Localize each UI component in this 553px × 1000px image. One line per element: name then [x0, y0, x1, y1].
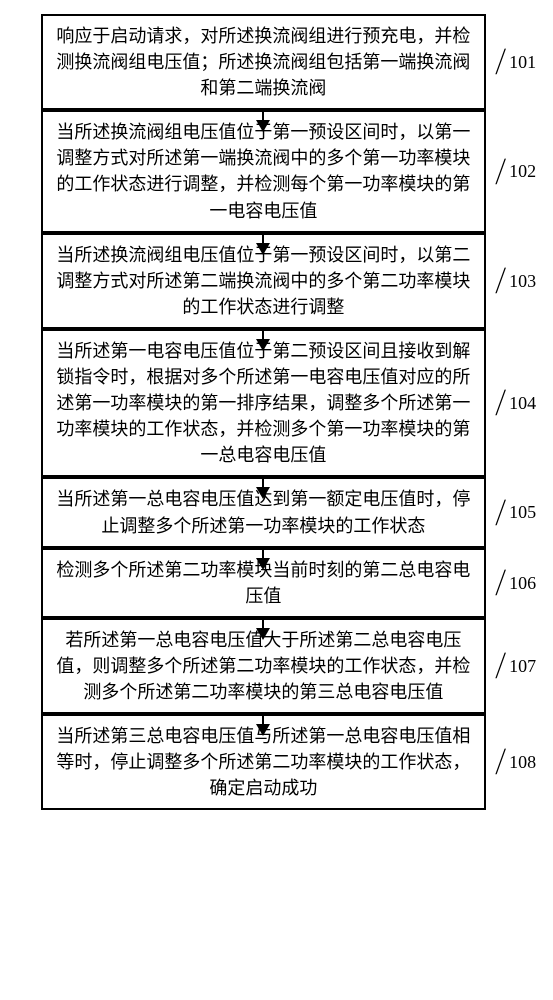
step-label-106: ╱106	[494, 567, 536, 599]
step-row: 若所述第一总电容电压值大于所述第二总电容电压值，则调整多个所述第二功率模块的工作…	[17, 618, 536, 714]
connector-slash: ╱	[496, 567, 505, 599]
step-row: 当所述换流阀组电压值位于第一预设区间时，以第二调整方式对所述第二端换流阀中的多个…	[17, 233, 536, 329]
connector-slash: ╱	[496, 387, 505, 419]
connector-slash: ╱	[496, 46, 505, 78]
step-box-104: 当所述第一电容电压值位于第二预设区间且接收到解锁指令时，根据对多个所述第一电容电…	[41, 329, 486, 477]
step-label-107: ╱107	[494, 650, 536, 682]
step-number: 106	[509, 570, 536, 596]
step-box-101: 响应于启动请求，对所述换流阀组进行预充电，并检测换流阀组电压值；所述换流阀组包括…	[41, 14, 486, 110]
step-row: 响应于启动请求，对所述换流阀组进行预充电，并检测换流阀组电压值；所述换流阀组包括…	[17, 14, 536, 110]
step-label-105: ╱105	[494, 497, 536, 529]
connector-slash: ╱	[496, 265, 505, 297]
step-row: 检测多个所述第二功率模块当前时刻的第二总电容电压值╱106	[17, 548, 536, 618]
step-label-104: ╱104	[494, 387, 536, 419]
step-label-102: ╱102	[494, 156, 536, 188]
step-number: 104	[509, 390, 536, 416]
step-number: 102	[509, 158, 536, 184]
step-number: 103	[509, 268, 536, 294]
connector-slash: ╱	[496, 746, 505, 778]
connector-slash: ╱	[496, 497, 505, 529]
step-row: 当所述换流阀组电压值位于第一预设区间时，以第一调整方式对所述第一端换流阀中的多个…	[17, 110, 536, 232]
step-label-108: ╱108	[494, 746, 536, 778]
step-row: 当所述第一电容电压值位于第二预设区间且接收到解锁指令时，根据对多个所述第一电容电…	[17, 329, 536, 477]
step-number: 107	[509, 653, 536, 679]
flowchart-container: 响应于启动请求，对所述换流阀组进行预充电，并检测换流阀组电压值；所述换流阀组包括…	[17, 14, 536, 810]
step-row: 当所述第一总电容电压值达到第一额定电压值时，停止调整多个所述第一功率模块的工作状…	[17, 477, 536, 547]
step-number: 108	[509, 749, 536, 775]
step-number: 101	[509, 49, 536, 75]
connector-slash: ╱	[496, 156, 505, 188]
step-label-103: ╱103	[494, 265, 536, 297]
step-number: 105	[509, 499, 536, 525]
step-row: 当所述第三总电容电压值与所述第一总电容电压值相等时，停止调整多个所述第二功率模块…	[17, 714, 536, 810]
step-label-101: ╱101	[494, 46, 536, 78]
connector-slash: ╱	[496, 650, 505, 682]
